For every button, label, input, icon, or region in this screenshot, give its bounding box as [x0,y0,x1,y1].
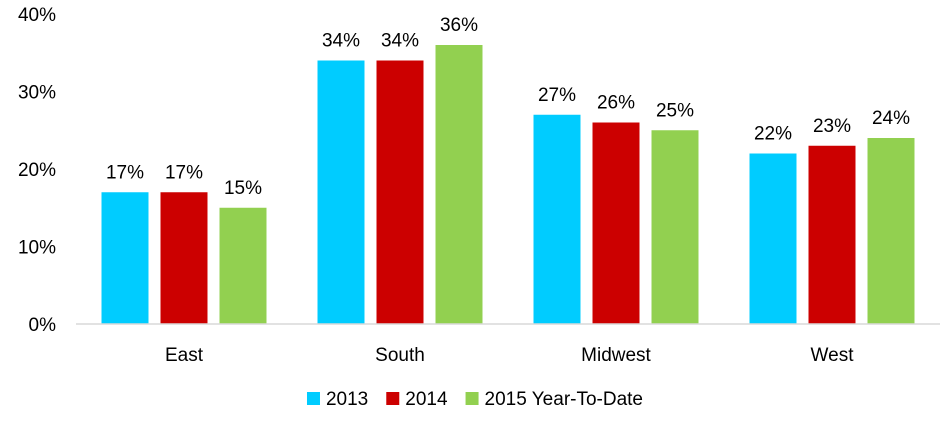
bar [101,192,149,324]
data-label: 15% [224,178,262,199]
x-tick-label: Midwest [581,345,651,366]
y-tick-label: 20% [18,160,56,181]
data-label: 34% [322,31,360,52]
data-label: 25% [656,100,694,121]
data-label: 36% [440,15,478,36]
bar [376,60,424,324]
legend-label: 2015 Year-To-Date [485,389,643,410]
bar [651,130,699,324]
y-tick-label: 0% [29,315,57,336]
legend-item: 2014 [386,389,448,410]
bar [160,192,208,324]
x-axis: East South Midwest West [165,345,854,366]
bar [749,153,797,324]
bar [533,114,581,324]
data-label: 17% [165,162,203,183]
y-tick-label: 40% [18,5,56,26]
bar [867,138,915,324]
data-label: 34% [381,31,419,52]
data-label: 26% [597,93,635,114]
data-labels-group: 17% 17% 15% 34% 34% 36% 27% 26% 25% 22% 23% 24% [106,15,910,199]
legend-item: 2013 [306,389,368,410]
legend: 2013 2014 2015 Year-To-Date [306,389,643,410]
bars-group [101,45,915,324]
legend-label: 2014 [405,389,448,410]
data-label: 23% [813,116,851,137]
legend-item: 2015 Year-To-Date [465,389,643,410]
x-tick-label: West [811,345,855,366]
y-tick-label: 30% [18,83,56,104]
bar [808,145,856,324]
y-axis: 0% 10% 20% 30% 40% [18,5,56,336]
legend-swatch [465,392,479,405]
data-label: 27% [538,85,576,106]
bar [317,60,365,324]
bar [592,122,640,324]
bar [435,45,483,324]
x-tick-label: South [375,345,425,366]
x-tick-label: East [165,345,204,366]
legend-swatch [306,392,320,405]
bar [219,207,267,324]
legend-label: 2013 [326,389,368,410]
data-label: 24% [872,108,910,129]
legend-swatch [386,392,400,405]
y-tick-label: 10% [18,238,56,259]
data-label: 22% [754,124,792,145]
data-label: 17% [106,162,144,183]
